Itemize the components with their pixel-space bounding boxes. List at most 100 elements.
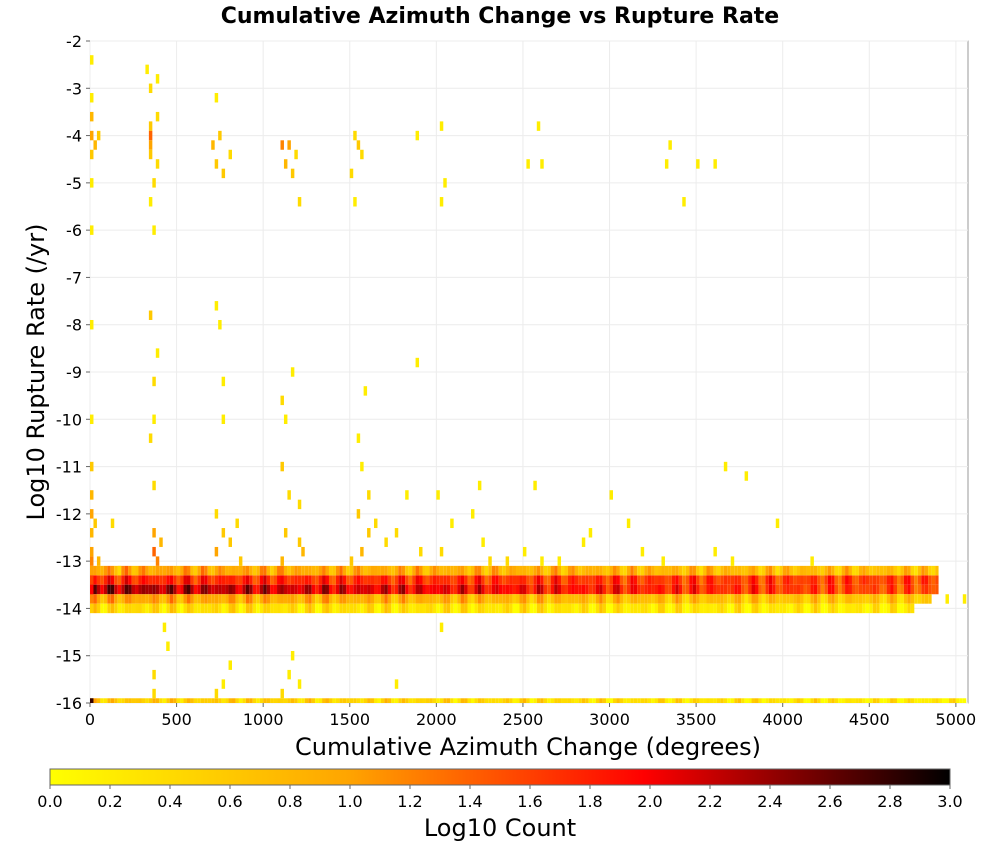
heatmap-cell [651, 594, 655, 604]
heatmap-cell [96, 698, 101, 703]
heatmap-cell [214, 584, 219, 595]
heatmap-cell [498, 575, 503, 585]
heatmap-cell [678, 603, 683, 614]
heatmap-cell [387, 584, 392, 595]
heatmap-cell [225, 698, 229, 703]
heatmap-cell [935, 698, 939, 703]
heatmap-cell [128, 565, 132, 576]
heatmap-cell [671, 594, 676, 604]
heatmap-cell [380, 698, 385, 703]
colorbar-tick-label: 0.8 [277, 792, 302, 811]
heatmap-cell [114, 575, 118, 585]
y-tick-label: -12 [56, 505, 82, 524]
heatmap-cell [498, 584, 503, 595]
heatmap-cell [228, 603, 233, 614]
heatmap-cell [640, 546, 645, 557]
heatmap-cell [297, 594, 302, 604]
heatmap-cell [522, 575, 527, 585]
heatmap-cell [225, 565, 229, 576]
heatmap-cell [883, 575, 887, 585]
heatmap-cell [723, 461, 728, 472]
heatmap-cell [709, 565, 714, 576]
heatmap-cell [425, 698, 430, 703]
heatmap-cell [502, 594, 506, 604]
heatmap-cell [886, 698, 891, 703]
heatmap-cell [727, 584, 731, 595]
heatmap-cell [789, 565, 794, 576]
heatmap-cell [145, 584, 149, 595]
heatmap-cell [827, 594, 832, 604]
heatmap-cell [789, 584, 794, 595]
heatmap-cell [917, 594, 922, 604]
heatmap-cell [522, 698, 527, 703]
heatmap-cell [294, 603, 298, 614]
heatmap-cell [374, 518, 378, 529]
heatmap-cell [301, 594, 305, 604]
heatmap-cell [335, 584, 340, 595]
heatmap-cell [675, 698, 679, 703]
heatmap-cell [159, 584, 163, 595]
heatmap-cell [408, 584, 413, 595]
heatmap-cell [896, 698, 901, 703]
heatmap-cell [838, 584, 842, 595]
heatmap-cell [117, 603, 122, 614]
heatmap-cell [612, 565, 617, 576]
heatmap-cell [353, 698, 357, 703]
heatmap-cell [696, 603, 700, 614]
heatmap-cell [221, 528, 226, 538]
heatmap-cell [422, 565, 426, 576]
heatmap-cell [145, 64, 149, 75]
x-tick-label: 4500 [849, 710, 890, 729]
heatmap-cell [883, 698, 887, 703]
heatmap-cell [186, 565, 191, 576]
heatmap-cell [207, 565, 212, 576]
heatmap-cell [166, 641, 170, 651]
heatmap-cell [720, 603, 724, 614]
heatmap-cell [609, 490, 613, 500]
heatmap-cell [831, 603, 835, 614]
heatmap-cell [349, 556, 354, 566]
colorbar-ticks: 0.0 0.2 0.4 0.6 0.8 1.0 1.2 1.4 1.6 1.8 2.0 2.2 2.4 2… [37, 785, 963, 811]
heatmap-cell [401, 698, 406, 703]
heatmap-cell [145, 565, 149, 576]
heatmap-cell [678, 698, 683, 703]
heatmap-cell [557, 594, 562, 604]
heatmap-cell [633, 698, 638, 703]
heatmap-cell [817, 565, 821, 576]
heatmap-cell [962, 698, 967, 703]
heatmap-cell [235, 594, 239, 604]
heatmap-cell [107, 594, 111, 604]
heatmap-cell [886, 603, 891, 614]
colorbar-tick-label: 1.0 [337, 792, 362, 811]
heatmap-cell [703, 565, 707, 576]
heatmap-cell [294, 565, 298, 576]
x-tick-label: 5000 [936, 710, 977, 729]
heatmap-cell [720, 698, 724, 703]
heatmap-cell [90, 575, 94, 585]
heatmap-cell [290, 584, 295, 595]
heatmap-cell [270, 698, 274, 703]
heatmap-cell [609, 565, 613, 576]
heatmap-cell [283, 575, 288, 585]
heatmap-cell [730, 603, 735, 614]
heatmap-cell [297, 565, 302, 576]
heatmap-cell [166, 575, 170, 585]
heatmap-cell [831, 575, 835, 585]
heatmap-cell [360, 603, 364, 614]
heatmap-cell [595, 584, 600, 595]
heatmap-cell [419, 565, 423, 576]
heatmap-cell [155, 111, 160, 122]
heatmap-cell [883, 594, 887, 604]
heatmap-cell [851, 584, 856, 595]
heatmap-cell [699, 584, 704, 595]
heatmap-cell [948, 698, 953, 703]
heatmap-cell [266, 584, 271, 595]
heatmap-cell [498, 698, 503, 703]
heatmap-cell [294, 584, 298, 595]
heatmap-cell [193, 603, 198, 614]
heatmap-cell [301, 584, 305, 595]
heatmap-cell [647, 594, 652, 604]
heatmap-cell [422, 594, 426, 604]
heatmap-cell [723, 698, 728, 703]
heatmap-cell [554, 594, 558, 604]
